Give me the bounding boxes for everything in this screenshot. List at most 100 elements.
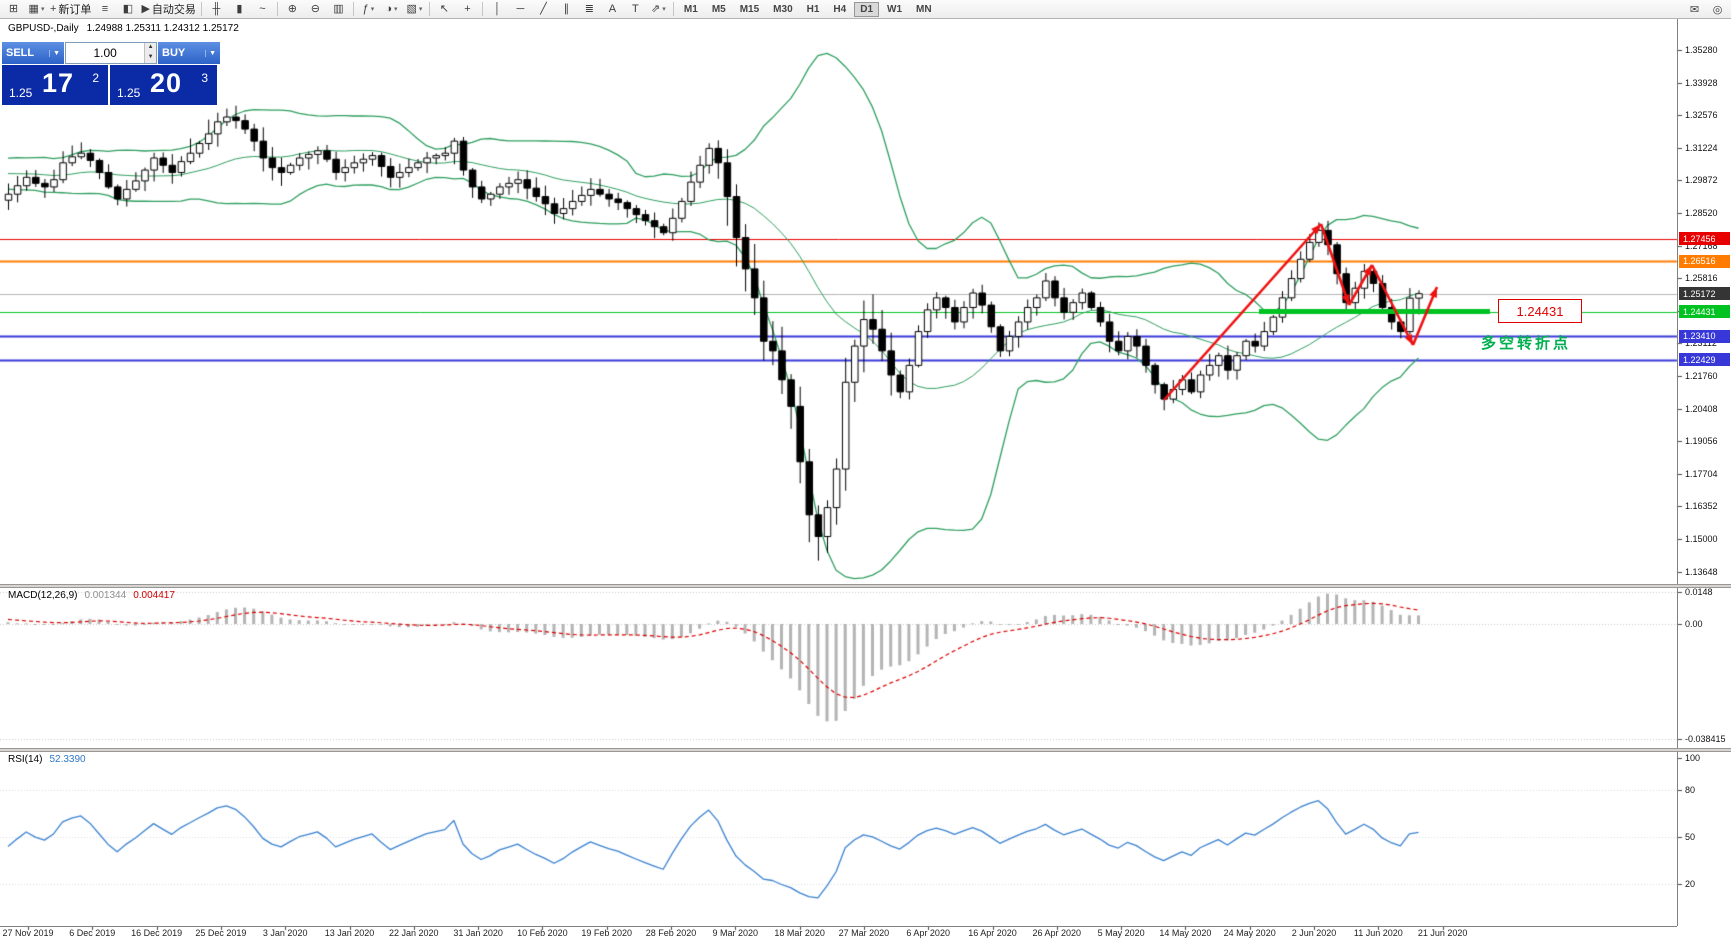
- indicators-icon: ƒ: [362, 2, 369, 15]
- indicators-button[interactable]: ƒ ▾: [357, 1, 380, 18]
- sell-button[interactable]: SELL ▼: [2, 42, 64, 64]
- stepper-down-icon[interactable]: ▼: [145, 53, 156, 63]
- crosshair-button[interactable]: +: [456, 1, 479, 18]
- tile-windows-button[interactable]: ▥: [327, 1, 350, 18]
- date-axis-label: 16 Dec 2019: [131, 928, 183, 938]
- market-watch-button[interactable]: ≡: [93, 1, 116, 18]
- arrows-button[interactable]: ⇗ ▾: [647, 1, 670, 18]
- timeframe-m5-button[interactable]: M5: [711, 3, 726, 15]
- price-axis[interactable]: 1.35280 1.33928 1.32576 1.31224 1.29872 1.285…: [1677, 19, 1731, 926]
- search-icon[interactable]: ◎: [1712, 3, 1723, 16]
- price-level-badge-pivot-green: 1.24431: [1679, 305, 1730, 319]
- price-annotation-box[interactable]: 1.24431: [1498, 299, 1582, 323]
- date-axis-label: 11 Jun 2020: [1353, 928, 1403, 938]
- new-order-icon: +: [50, 2, 57, 15]
- toolbar-separator: [352, 2, 354, 16]
- timeframe-m30-button[interactable]: M30: [773, 3, 793, 15]
- volume-stepper[interactable]: ▲ ▼: [144, 43, 156, 63]
- new-chart-button[interactable]: ⊞: [2, 1, 25, 18]
- fibonacci-button[interactable]: ≣: [578, 1, 601, 18]
- price-level-badge-current-price: 1.25172: [1679, 287, 1730, 301]
- price-axis-label: 1.23112: [1685, 338, 1717, 349]
- label-button[interactable]: T: [624, 1, 647, 18]
- buy-button[interactable]: BUY ▼: [158, 42, 220, 64]
- date-axis-label: 28 Feb 2020: [645, 928, 697, 938]
- equidistant-channel-icon: ∥: [563, 2, 570, 15]
- timeframe-h4-button[interactable]: H4: [833, 3, 847, 15]
- macd-main-value: 0.001344: [84, 590, 127, 601]
- date-axis-label: 22 Jan 2020: [389, 928, 439, 938]
- autotrade-button[interactable]: ▶ 自动交易: [139, 1, 197, 18]
- date-axis-label: 3 Jan 2020: [262, 928, 308, 938]
- toolbar-buttons: ⊞ ▦ ▾ + 新订单 ≡ ◧ ▶ 自动交易 ╫ ▮ ~ ⊕ ⊖ ▥ ƒ ▾ ◑ ▾ ▧ ▾ ↖ + │ ─ ╱ ∥ ≣ A T ⇗ ▾: [2, 1, 677, 18]
- chart-title: GBPUSD-,Daily 1.24988 1.25311 1.24312 1.…: [8, 23, 239, 34]
- price-axis-label: 1.19056: [1685, 436, 1718, 447]
- community-chat-icon[interactable]: ✉: [1689, 3, 1700, 16]
- chevron-down-icon: ▾: [40, 6, 45, 13]
- new-order-button[interactable]: + 新订单: [48, 1, 93, 18]
- timeframe-d1-button[interactable]: D1: [854, 1, 880, 17]
- zoom-in-button[interactable]: ⊕: [281, 1, 304, 18]
- horizontal-line-button[interactable]: ─: [509, 1, 532, 18]
- buy-price-point: 3: [201, 71, 208, 85]
- profiles-button[interactable]: ▦ ▾: [25, 1, 48, 18]
- templates-button[interactable]: ▧ ▾: [403, 1, 426, 18]
- candlestick-chart-icon: ▮: [236, 2, 243, 15]
- timeframe-m1-button[interactable]: M1: [683, 3, 698, 15]
- price-level-badge-support-blue-2: 1.22429: [1679, 353, 1730, 367]
- price-axis-label: 1.32576: [1685, 110, 1718, 121]
- rsi-axis-label: 100: [1685, 753, 1701, 763]
- date-axis-label: 27 Nov 2019: [2, 928, 54, 938]
- bar-chart-icon: ╫: [212, 2, 221, 15]
- sell-price-box[interactable]: 1.25 17 2: [2, 65, 108, 105]
- line-chart-button[interactable]: ~: [251, 1, 274, 18]
- cursor-button[interactable]: ↖: [433, 1, 456, 18]
- timeframe-w1-button[interactable]: W1: [887, 3, 903, 15]
- chevron-down-icon: ▾: [418, 6, 423, 13]
- macd-window-resize-handle[interactable]: [0, 584, 1731, 588]
- date-axis-label: 25 Dec 2019: [195, 928, 247, 938]
- volume-input[interactable]: [66, 43, 145, 63]
- date-axis-label: 14 May 2020: [1159, 928, 1212, 938]
- price-axis-label: 1.25816: [1685, 273, 1718, 284]
- chevron-down-icon: ▼: [205, 49, 216, 57]
- price-axis-label: 1.21760: [1685, 370, 1718, 381]
- sell-price-figure: 1.25: [9, 86, 33, 100]
- date-axis-label: 6 Apr 2020: [906, 928, 950, 938]
- rsi-indicator-label: RSI(14) 52.3390: [8, 754, 86, 765]
- candlestick-chart-button[interactable]: ▮: [228, 1, 251, 18]
- rsi-axis-label: 80: [1685, 784, 1696, 795]
- rsi-value: 52.3390: [49, 754, 86, 765]
- vertical-line-button[interactable]: │: [486, 1, 509, 18]
- date-axis[interactable]: 27 Nov 2019 6 Dec 2019 16 Dec 2019 25 Dec 2…: [0, 926, 1677, 939]
- date-axis-label: 18 Mar 2020: [774, 928, 825, 938]
- bar-chart-button[interactable]: ╫: [205, 1, 228, 18]
- macd-axis-label: -0.038415: [1685, 734, 1726, 744]
- price-axis-label: 1.17704: [1685, 468, 1718, 479]
- timeframe-h1-button[interactable]: H1: [806, 3, 820, 15]
- price-axis-label: 1.28520: [1685, 207, 1718, 218]
- timeframe-mn-button[interactable]: MN: [916, 3, 932, 15]
- rsi-window-resize-handle[interactable]: [0, 748, 1731, 752]
- label-icon: T: [632, 2, 639, 15]
- text-button[interactable]: A: [601, 1, 624, 18]
- macd-axis-label: 0.0148: [1685, 587, 1713, 597]
- toolbar: ⊞ ▦ ▾ + 新订单 ≡ ◧ ▶ 自动交易 ╫ ▮ ~ ⊕ ⊖ ▥ ƒ ▾ ◑ ▾ ▧ ▾ ↖ + │ ─ ╱ ∥ ≣ A T ⇗ ▾ M1…: [0, 0, 1731, 19]
- price-axis-label: 1.27168: [1685, 240, 1718, 251]
- stepper-up-icon[interactable]: ▲: [145, 43, 156, 53]
- sell-price-point: 2: [92, 71, 99, 85]
- ohlc-values: 1.24988 1.25311 1.24312 1.25172: [86, 23, 239, 34]
- periods-button[interactable]: ◑ ▾: [380, 1, 403, 18]
- fibonacci-icon: ≣: [584, 2, 595, 15]
- equidistant-channel-button[interactable]: ∥: [555, 1, 578, 18]
- data-window-button[interactable]: ◧: [116, 1, 139, 18]
- buy-price-box[interactable]: 1.25 20 3: [110, 65, 217, 105]
- timeframe-m15-button[interactable]: M15: [739, 3, 760, 15]
- text-icon: A: [608, 2, 617, 15]
- trendline-button[interactable]: ╱: [532, 1, 555, 18]
- toolbar-right-icons: ✉ ◎: [1683, 1, 1729, 18]
- zoom-out-button[interactable]: ⊖: [304, 1, 327, 18]
- tile-windows-icon: ▥: [333, 2, 344, 15]
- price-axis-label: 1.16352: [1685, 501, 1718, 512]
